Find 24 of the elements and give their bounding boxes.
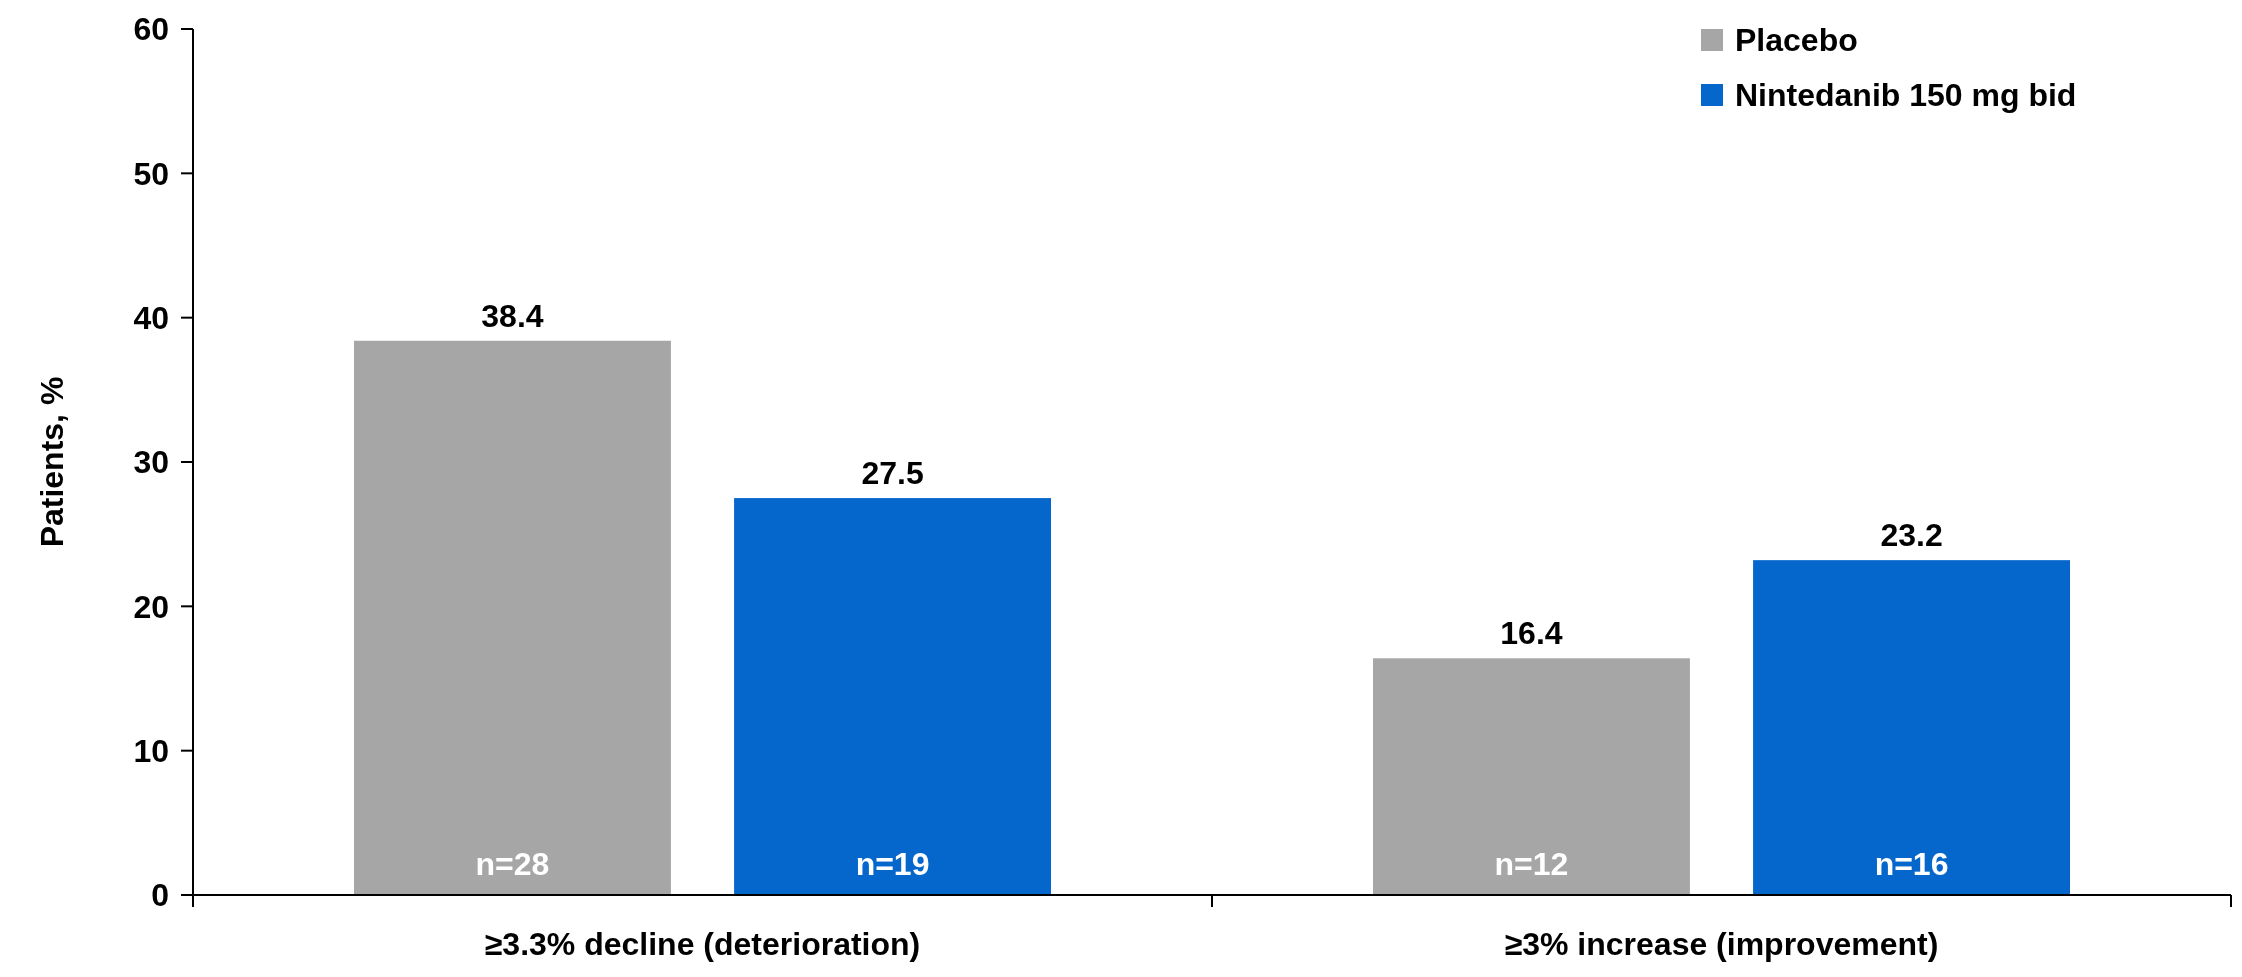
x-tick-label: ≥3% increase (improvement) (1504, 926, 1939, 962)
y-tick-label: 40 (133, 299, 169, 336)
x-tick-label: ≥3.3% decline (deterioration) (484, 926, 921, 962)
data-label: 38.4 (481, 297, 544, 334)
data-label: 27.5 (861, 455, 924, 492)
bar (1373, 658, 1690, 895)
data-label: 23.2 (1880, 517, 1943, 554)
bar (354, 340, 671, 895)
legend-label: Nintedanib 150 mg bid (1735, 77, 2077, 114)
annotation: n=12 (1494, 846, 1569, 882)
y-tick-label: 60 (133, 11, 169, 48)
annotation: n=16 (1874, 846, 1949, 882)
y-tick-label: 30 (133, 444, 169, 481)
bar (734, 498, 1051, 895)
annotation: n=28 (475, 846, 550, 882)
annotation: n=19 (855, 846, 930, 882)
data-label: 16.4 (1500, 615, 1563, 652)
legend-label: Placebo (1735, 22, 1858, 59)
y-tick-label: 0 (151, 877, 169, 914)
y-tick-label: 50 (133, 155, 169, 192)
y-tick-label: 20 (133, 588, 169, 625)
y-tick-label: 10 (133, 732, 169, 769)
bar (1753, 560, 2070, 895)
y-axis-title: Patients, % (34, 376, 70, 548)
